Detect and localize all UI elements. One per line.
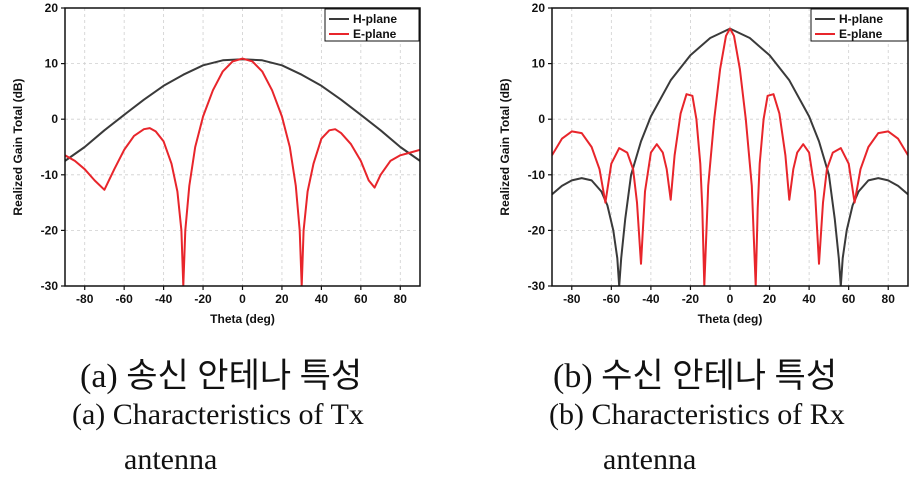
y-axis-title: Realized Gain Total (dB)	[11, 78, 25, 215]
legend-label-e-plane: E-plane	[353, 27, 397, 41]
x-tick-label: -60	[115, 292, 133, 306]
y-tick-label: -20	[528, 223, 546, 237]
x-tick-label: 0	[239, 292, 246, 306]
chart-a: -80 -60 -40 -20 0 20 40 60 80-30-20-1001020Theta…	[11, 1, 421, 326]
x-tick-label: 20	[275, 292, 289, 306]
x-tick-label: 40	[802, 292, 816, 306]
chart-b: -80 -60 -40 -20 0 20 40 60 80-30-20-1001020Theta…	[498, 1, 909, 326]
legend-label-h-plane: H-plane	[353, 12, 397, 26]
y-tick-label: 10	[532, 57, 546, 71]
legend-box	[810, 8, 908, 42]
x-tick-label: 40	[315, 292, 329, 306]
x-tick-label: -20	[682, 292, 700, 306]
y-axis-title: Realized Gain Total (dB)	[498, 78, 512, 215]
series-line-e-plane	[552, 27, 908, 286]
x-tick-label: 20	[763, 292, 777, 306]
caption-a-english: (a) Characteristics of Tx	[72, 398, 364, 431]
legend-box	[324, 8, 420, 42]
x-tick-label: -20	[194, 292, 212, 306]
x-tick-label: -80	[76, 292, 94, 306]
caption-b-english-cont: antenna	[603, 443, 697, 476]
x-tick-label: -80	[563, 292, 581, 306]
legend-label-h-plane: H-plane	[839, 12, 883, 26]
y-tick-label: 20	[45, 1, 59, 15]
chart-panel-a: -80 -60 -40 -20 0 20 40 60 80 -30 -20 -10 0 10 20 Theta…	[0, 0, 440, 483]
x-tick-label: -40	[155, 292, 173, 306]
chart-panel-b: -80 -60 -40 -20 0 20 40 60 80 -30 -20 -10 0 10 20 Theta…	[476, 0, 913, 483]
y-tick-label: -10	[41, 168, 59, 182]
y-tick-label: -30	[41, 279, 59, 293]
x-axis-title: Theta (deg)	[210, 312, 275, 326]
x-axis-title: Theta (deg)	[698, 312, 763, 326]
y-tick-label: -10	[528, 168, 546, 182]
series-line-e-plane	[65, 57, 420, 286]
caption-a-korean: (a) 송신 안테나 특성	[80, 358, 363, 395]
y-tick-label: -30	[528, 279, 546, 293]
x-tick-label: 0	[727, 292, 734, 306]
y-tick-label: 0	[538, 112, 545, 126]
x-tick-label: 60	[354, 292, 368, 306]
x-tick-label: -60	[603, 292, 621, 306]
caption-b-korean: (b) 수신 안테나 특성	[553, 358, 838, 395]
x-tick-label: 80	[882, 292, 896, 306]
legend-label-e-plane: E-plane	[839, 27, 883, 41]
caption-a-english-cont: antenna	[124, 443, 218, 476]
y-tick-label: 10	[45, 57, 59, 71]
y-tick-label: -20	[41, 223, 59, 237]
y-tick-label: 20	[532, 1, 546, 15]
caption-b-english: (b) Characteristics of Rx	[549, 398, 845, 431]
x-tick-label: 60	[842, 292, 856, 306]
y-tick-label: 0	[51, 112, 58, 126]
x-tick-label: -40	[642, 292, 660, 306]
x-tick-label: 80	[394, 292, 408, 306]
